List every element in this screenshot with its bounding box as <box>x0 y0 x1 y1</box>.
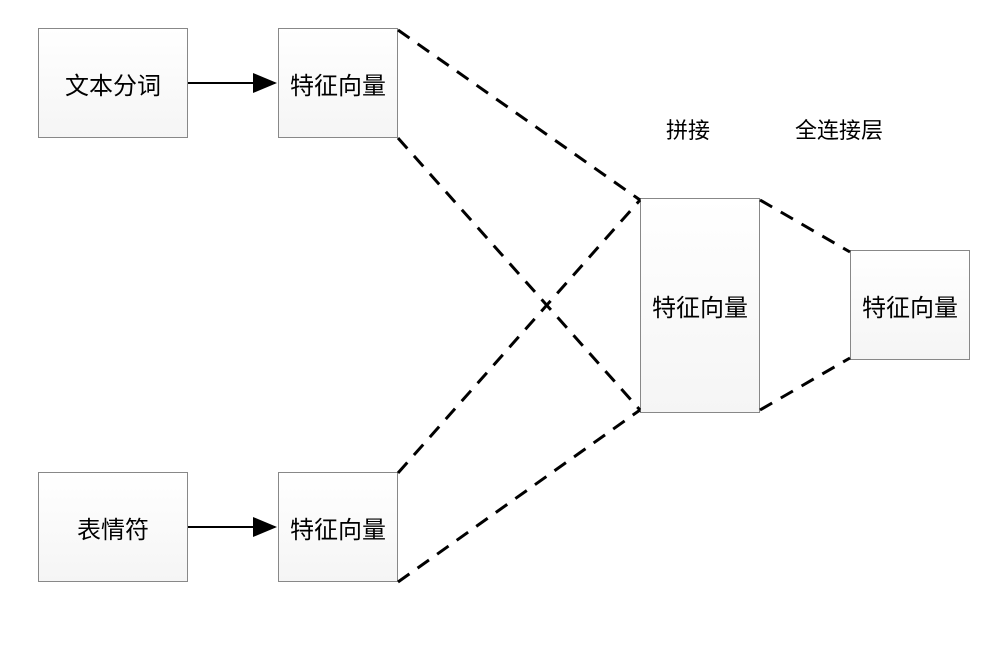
node-label: 特征向量 <box>290 510 386 545</box>
node-text-segmentation: 文本分词 <box>38 28 188 138</box>
label-fully-connected: 全连接层 <box>795 113 883 145</box>
node-label: 文本分词 <box>65 66 161 101</box>
node-feature-vector-1: 特征向量 <box>278 28 398 138</box>
node-label: 特征向量 <box>862 288 958 323</box>
node-feature-vector-output: 特征向量 <box>850 250 970 360</box>
node-label: 特征向量 <box>290 66 386 101</box>
node-feature-vector-2: 特征向量 <box>278 472 398 582</box>
node-label: 表情符 <box>77 510 149 545</box>
node-label: 特征向量 <box>652 288 748 323</box>
node-emoji: 表情符 <box>38 472 188 582</box>
label-concat: 拼接 <box>666 113 710 145</box>
node-feature-vector-combined: 特征向量 <box>640 198 760 413</box>
